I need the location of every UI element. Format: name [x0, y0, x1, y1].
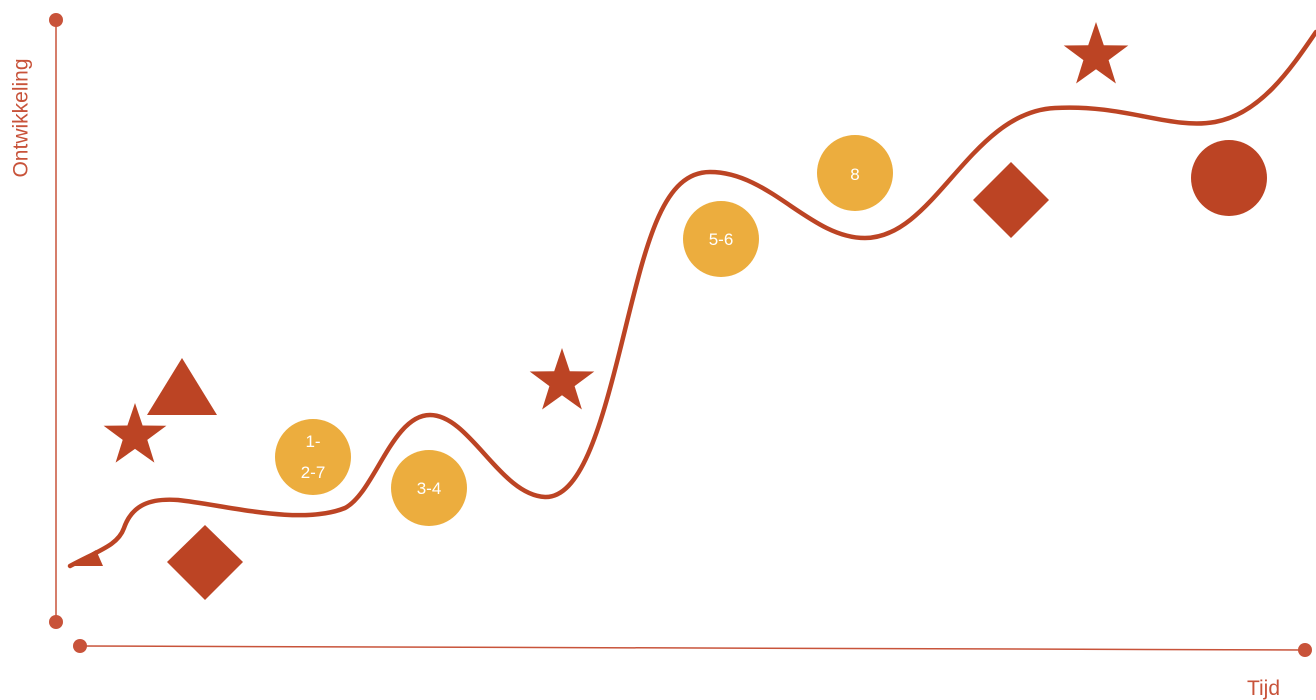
- diamond-icon: [167, 525, 243, 600]
- step-badge: 3-4: [391, 450, 467, 526]
- y-axis-bottom-dot: [49, 615, 63, 629]
- circle-icon: [1191, 140, 1267, 216]
- x-axis-end-dot: [1298, 643, 1312, 657]
- step-badge-circle: [683, 201, 759, 277]
- y-axis-top-dot: [49, 13, 63, 27]
- star-icon: [1063, 22, 1129, 84]
- triangle-icon: [147, 358, 217, 415]
- step-badge-circle: [275, 419, 351, 495]
- step-badge: 5-6: [683, 201, 759, 277]
- step-badge-label: 1-: [305, 432, 320, 451]
- y-axis-label: Ontwikkeling: [9, 58, 33, 178]
- step-badges: 1- 2-7 3-4 5-6 8: [275, 135, 893, 526]
- diamond-icon: [973, 162, 1049, 238]
- curve-start-tail: [70, 550, 103, 566]
- development-curve: [67, 29, 1316, 569]
- step-badge: 1- 2-7: [275, 419, 351, 495]
- step-badge-label: 5-6: [709, 230, 734, 249]
- x-axis-start-dot: [73, 639, 87, 653]
- markers: [103, 22, 1267, 600]
- step-badge-circle: [391, 450, 467, 526]
- step-badge-label: 3-4: [417, 479, 442, 498]
- star-icon: [103, 403, 167, 463]
- axes: [49, 13, 1312, 657]
- star-icon: [529, 348, 595, 410]
- step-badge-label: 8: [850, 165, 859, 184]
- x-axis-label: Tijd: [1246, 677, 1280, 700]
- step-badge-label: 2-7: [301, 463, 326, 482]
- x-axis-line: [79, 645, 1306, 651]
- step-badge: 8: [817, 135, 893, 211]
- step-badge-circle: [817, 135, 893, 211]
- development-curve-line: [67, 29, 1316, 569]
